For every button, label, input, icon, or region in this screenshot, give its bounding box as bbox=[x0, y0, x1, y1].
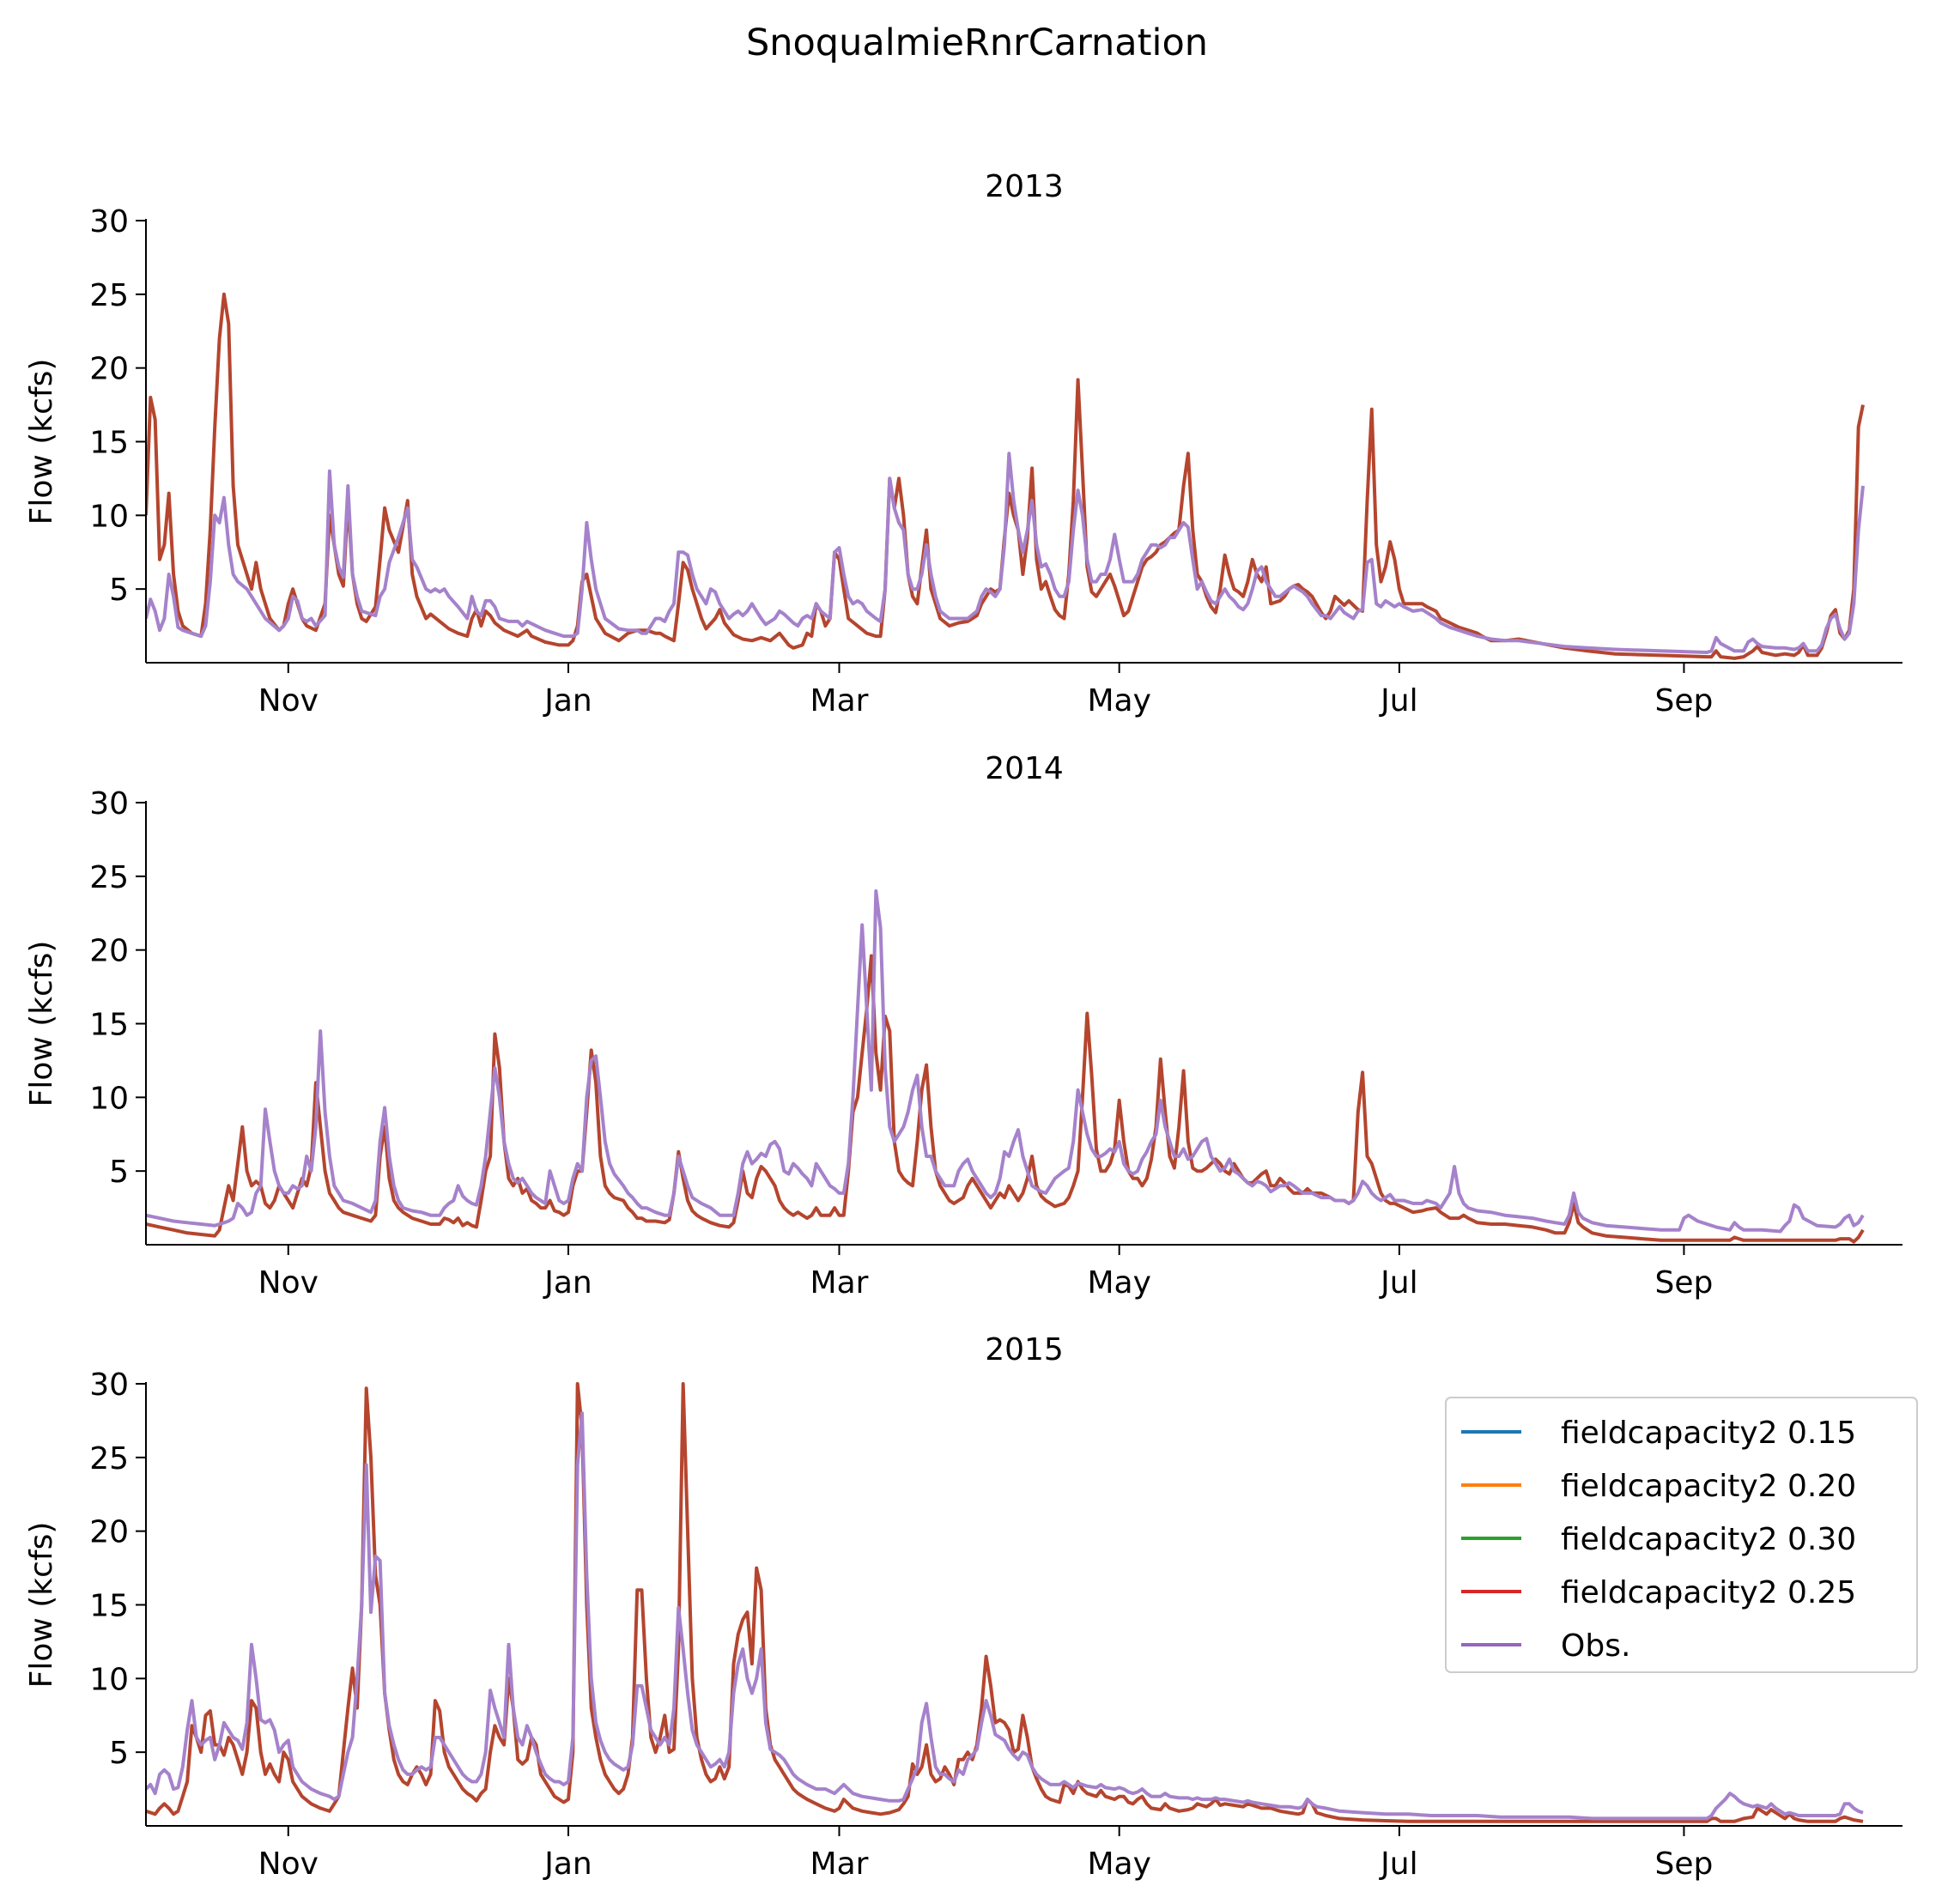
y-tick-label: 10 bbox=[89, 499, 129, 534]
y-tick-label: 10 bbox=[89, 1662, 129, 1697]
y-tick-label: 25 bbox=[89, 1441, 129, 1477]
y-tick-label: 10 bbox=[89, 1081, 129, 1116]
legend-item: Obs. bbox=[1461, 1628, 1630, 1664]
legend-item: fieldcapacity2 0.30 bbox=[1461, 1522, 1856, 1557]
y-tick-label: 15 bbox=[89, 426, 129, 461]
y-tick-label: 25 bbox=[89, 860, 129, 895]
x-tick-label: Sep bbox=[1655, 683, 1714, 719]
x-tick-label: Mar bbox=[810, 683, 869, 719]
y-tick-label: 5 bbox=[109, 573, 129, 608]
x-tick-label: Sep bbox=[1655, 1846, 1714, 1882]
series-group bbox=[146, 889, 1865, 1244]
y-tick-label: 25 bbox=[89, 278, 129, 313]
legend-label: fieldcapacity2 0.25 bbox=[1561, 1575, 1856, 1610]
y-tick-label: 5 bbox=[109, 1155, 129, 1190]
panel-title: 2015 bbox=[985, 1332, 1064, 1367]
x-tick-label: Mar bbox=[810, 1846, 869, 1882]
x-tick-label: Nov bbox=[258, 1846, 319, 1882]
series-group bbox=[146, 1382, 1864, 1823]
series-line-obs bbox=[146, 452, 1865, 654]
y-tick-label: 20 bbox=[89, 1515, 129, 1550]
y-tick-label: 30 bbox=[89, 1367, 129, 1403]
x-tick-label: May bbox=[1087, 1846, 1150, 1882]
y-tick-label: 20 bbox=[89, 934, 129, 969]
legend-label: Obs. bbox=[1561, 1628, 1630, 1664]
y-tick-label: 15 bbox=[89, 1589, 129, 1624]
y-tick-label: 30 bbox=[89, 204, 129, 240]
y-tick-label: 20 bbox=[89, 352, 129, 387]
series-line-fieldcapacity2-025 bbox=[146, 292, 1865, 660]
series-group bbox=[146, 292, 1865, 660]
legend-label: fieldcapacity2 0.15 bbox=[1561, 1416, 1856, 1451]
y-axis-label: Flow (kcfs) bbox=[24, 1522, 59, 1689]
series-line-fieldcapacity2-025 bbox=[146, 954, 1865, 1244]
x-tick-label: Jul bbox=[1379, 1265, 1417, 1301]
series-line-obs bbox=[146, 889, 1865, 1234]
figure-title: SnoqualmieRnrCarnation bbox=[746, 21, 1208, 64]
panel-title: 2013 bbox=[985, 169, 1064, 204]
x-tick-label: Jan bbox=[543, 683, 592, 719]
x-tick-label: Mar bbox=[810, 1265, 869, 1301]
y-axis-label: Flow (kcfs) bbox=[24, 359, 59, 525]
x-tick-label: Sep bbox=[1655, 1265, 1714, 1301]
y-tick-label: 15 bbox=[89, 1008, 129, 1043]
y-axis-label: Flow (kcfs) bbox=[24, 941, 59, 1107]
x-tick-label: Jan bbox=[543, 1846, 592, 1882]
x-tick-label: Jan bbox=[543, 1265, 592, 1301]
series-line-obs bbox=[146, 1411, 1864, 1821]
legend-label: fieldcapacity2 0.30 bbox=[1561, 1522, 1856, 1557]
panel-2015: 2015 Flow (kcfs) 5 10 15 20 25 30 Nov Jan Mar May Ju… bbox=[24, 1332, 1902, 1882]
y-tick-label: 5 bbox=[109, 1736, 129, 1771]
panel-title: 2014 bbox=[985, 751, 1064, 786]
legend-label: fieldcapacity2 0.20 bbox=[1561, 1469, 1856, 1504]
legend-item: fieldcapacity2 0.15 bbox=[1461, 1416, 1856, 1451]
legend-item: fieldcapacity2 0.20 bbox=[1461, 1469, 1856, 1504]
x-tick-label: May bbox=[1087, 683, 1150, 719]
panel-2013: 2013 Flow (kcfs) 5 10 15 20 25 30 Nov Jan Mar May Ju… bbox=[24, 169, 1902, 719]
y-tick-label: 30 bbox=[89, 786, 129, 822]
panel-2014: 2014 Flow (kcfs) 5 10 15 20 25 30 Nov Jan Mar May Ju… bbox=[24, 751, 1902, 1301]
panels: 2013 Flow (kcfs) 5 10 15 20 25 30 Nov Jan Mar May Ju… bbox=[24, 169, 1902, 1882]
x-tick-label: May bbox=[1087, 1265, 1150, 1301]
legend-item: fieldcapacity2 0.25 bbox=[1461, 1575, 1856, 1610]
x-tick-label: Jul bbox=[1379, 1846, 1417, 1882]
x-tick-label: Jul bbox=[1379, 683, 1417, 719]
x-tick-label: Nov bbox=[258, 683, 319, 719]
legend-box bbox=[1445, 1397, 1918, 1673]
x-tick-label: Nov bbox=[258, 1265, 319, 1301]
legend: fieldcapacity2 0.15 fieldcapacity2 0.20 fi… bbox=[1445, 1397, 1918, 1673]
